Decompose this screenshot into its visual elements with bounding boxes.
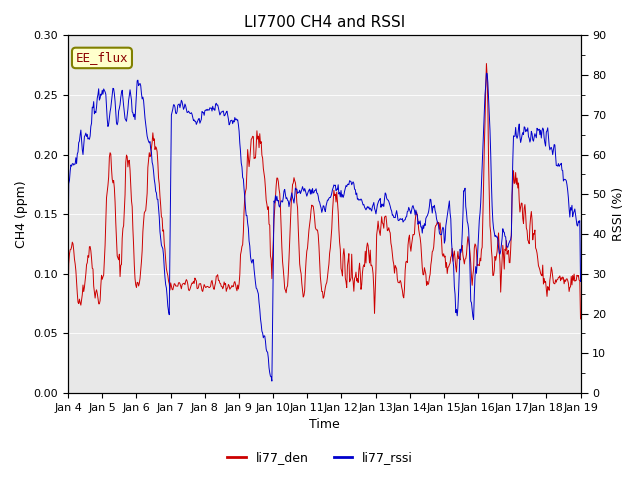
Legend: li77_den, li77_rssi: li77_den, li77_rssi bbox=[222, 446, 418, 469]
Y-axis label: CH4 (ppm): CH4 (ppm) bbox=[15, 180, 28, 248]
Text: EE_flux: EE_flux bbox=[76, 51, 128, 64]
Y-axis label: RSSI (%): RSSI (%) bbox=[612, 187, 625, 241]
Title: LI7700 CH4 and RSSI: LI7700 CH4 and RSSI bbox=[244, 15, 405, 30]
X-axis label: Time: Time bbox=[309, 419, 340, 432]
